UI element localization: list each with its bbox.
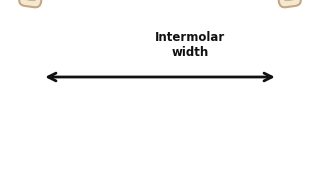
FancyBboxPatch shape (277, 0, 301, 7)
FancyBboxPatch shape (19, 0, 43, 7)
Text: Intermolar
width: Intermolar width (155, 31, 225, 59)
